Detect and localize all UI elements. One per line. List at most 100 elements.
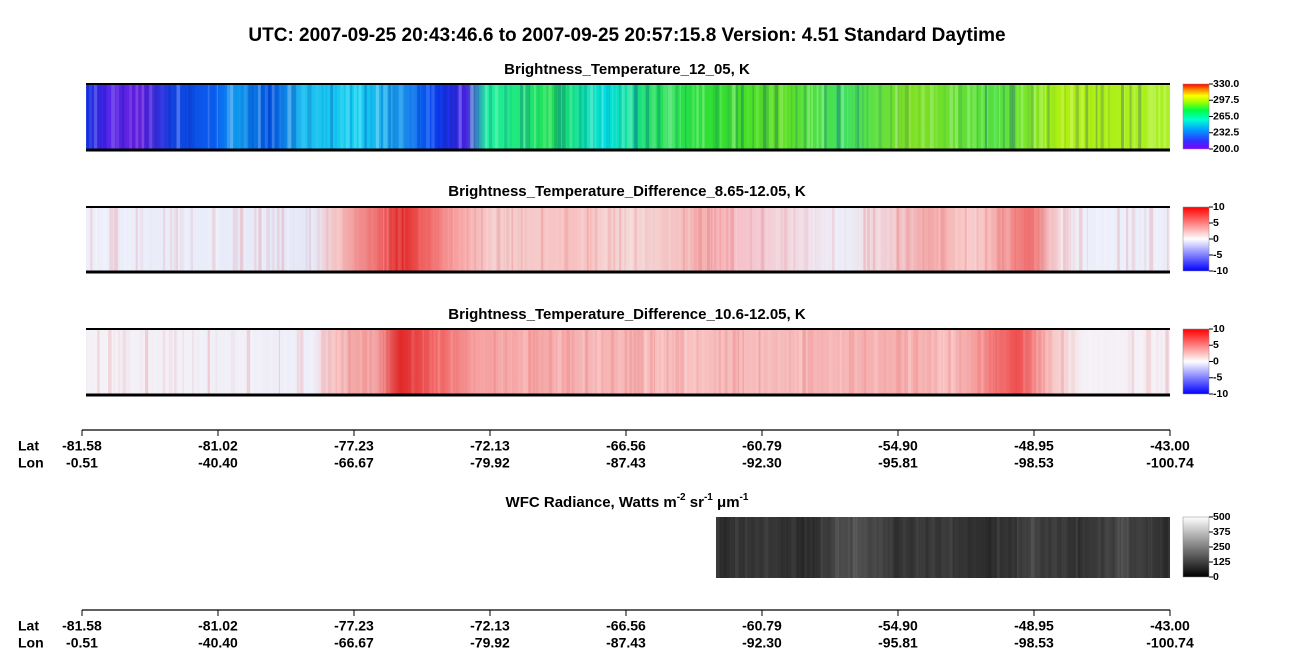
texture-stripe	[529, 207, 532, 272]
texture-stripe	[1155, 517, 1157, 578]
texture-stripe	[506, 207, 510, 272]
x-tick-label: -60.79	[742, 618, 782, 634]
texture-stripe	[709, 329, 713, 395]
texture-stripe	[473, 329, 475, 395]
texture-stripe	[619, 84, 621, 150]
texture-stripe	[273, 329, 276, 395]
texture-stripe	[1105, 84, 1107, 150]
texture-stripe	[707, 84, 709, 150]
texture-stripe	[1117, 207, 1120, 272]
texture-stripe	[86, 207, 88, 272]
texture-stripe	[93, 84, 98, 150]
texture-stripe	[821, 84, 825, 150]
texture-stripe	[857, 84, 860, 150]
texture-stripe	[896, 329, 900, 395]
texture-stripe	[244, 329, 248, 395]
texture-stripe	[835, 517, 839, 578]
main-title: UTC: 2007-09-25 20:43:46.6 to 2007-09-25…	[248, 25, 1005, 46]
texture-stripe	[855, 329, 858, 395]
texture-stripe	[346, 207, 347, 272]
texture-stripe	[1036, 329, 1039, 395]
texture-stripe	[922, 207, 925, 272]
texture-stripe	[334, 84, 337, 150]
texture-stripe	[305, 207, 309, 272]
texture-stripe	[793, 207, 796, 272]
colorbar-tick-label: 0	[1213, 355, 1219, 367]
texture-stripe	[162, 329, 166, 395]
texture-stripe	[1104, 207, 1107, 272]
texture-stripe	[392, 84, 397, 150]
colorbar	[1182, 328, 1210, 395]
texture-stripe	[1095, 207, 1099, 272]
texture-stripe	[592, 329, 595, 395]
texture-stripe	[465, 329, 468, 395]
texture-stripe	[276, 207, 280, 272]
texture-stripe	[1165, 329, 1169, 395]
colorbar	[1182, 206, 1210, 272]
texture-stripe	[636, 329, 641, 395]
texture-stripe	[511, 207, 514, 272]
texture-stripe	[417, 84, 420, 150]
texture-stripe	[940, 207, 945, 272]
texture-stripe	[1111, 517, 1115, 578]
texture-stripe	[876, 207, 881, 272]
texture-stripe	[141, 84, 144, 150]
texture-stripe	[1121, 517, 1124, 578]
title-part: μm	[713, 494, 740, 511]
texture-stripe	[783, 517, 785, 578]
texture-stripe	[976, 207, 979, 272]
texture-stripe	[498, 329, 502, 395]
texture-stripe	[118, 207, 120, 272]
texture-stripe	[396, 84, 399, 150]
texture-stripe	[278, 329, 280, 395]
texture-stripe	[173, 329, 177, 395]
panel-title: Brightness_Temperature_Difference_8.65-1…	[448, 183, 806, 200]
texture-stripe	[867, 207, 870, 272]
texture-stripe	[522, 329, 527, 395]
texture-stripe	[1155, 207, 1158, 272]
texture-stripe	[135, 84, 139, 150]
texture-stripe	[1118, 84, 1120, 150]
texture-stripe	[185, 84, 187, 150]
texture-stripe	[897, 517, 900, 578]
texture-stripe	[1121, 84, 1125, 150]
texture-stripe	[1064, 517, 1068, 578]
texture-stripe	[935, 517, 940, 578]
texture-stripe	[1098, 517, 1101, 578]
texture-stripe	[499, 84, 502, 150]
texture-stripe	[1039, 84, 1044, 150]
texture-stripe	[150, 207, 153, 272]
texture-stripe	[458, 84, 462, 150]
texture-stripe	[567, 84, 569, 150]
texture-stripe	[411, 329, 416, 395]
texture-stripe	[810, 517, 813, 578]
texture-stripe	[1075, 84, 1079, 150]
texture-stripe	[964, 329, 967, 395]
texture-stripe	[1046, 207, 1049, 272]
texture-stripe	[1160, 517, 1162, 578]
texture-stripe	[831, 207, 835, 272]
texture-stripe	[254, 207, 257, 272]
texture-stripe	[1030, 84, 1034, 150]
texture-stripe	[917, 84, 921, 150]
texture-stripe	[977, 329, 981, 395]
texture-stripe	[755, 329, 758, 395]
texture-stripe	[890, 84, 892, 150]
texture-stripe	[445, 329, 448, 395]
texture-stripe	[867, 517, 871, 578]
texture-stripe	[1040, 517, 1045, 578]
texture-stripe	[653, 329, 656, 395]
texture-stripe	[1144, 207, 1147, 272]
texture-stripe	[787, 84, 788, 150]
texture-stripe	[964, 517, 967, 578]
texture-stripe	[999, 84, 1001, 150]
texture-stripe	[594, 207, 599, 272]
texture-stripe	[364, 84, 367, 150]
texture-stripe	[891, 329, 894, 395]
texture-stripe	[1026, 329, 1031, 395]
texture-stripe	[370, 84, 373, 150]
texture-stripe	[88, 84, 93, 150]
texture-stripe	[621, 84, 625, 150]
texture-stripe	[1156, 329, 1159, 395]
image-texture	[716, 517, 1171, 578]
